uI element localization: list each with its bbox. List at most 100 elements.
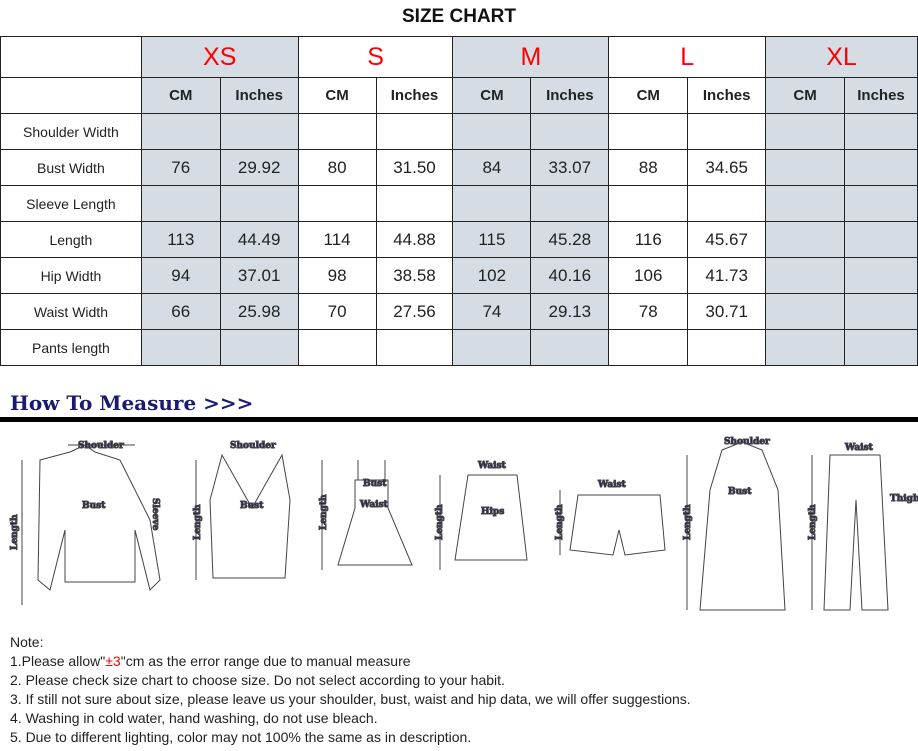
value-cell: 74: [452, 293, 532, 330]
hips-label: Hips: [481, 507, 504, 517]
value-cell: 116: [608, 221, 689, 258]
value-cell: [765, 329, 845, 366]
note-3: 3. If still not sure about size, please …: [10, 691, 691, 707]
dress-illustration: [321, 460, 413, 570]
row-label: Shoulder Width: [0, 113, 142, 150]
value-cell: [765, 149, 845, 186]
value-cell: 33.07: [530, 149, 610, 186]
note-2: 2. Please check size chart to choose siz…: [10, 672, 505, 688]
skirt-illustration: [439, 474, 528, 570]
table-row: Bust Width 76 29.92 80 31.50 84 33.07 88 34.65: [0, 149, 918, 186]
value-cell: 98: [297, 257, 377, 294]
value-cell: 29.13: [530, 293, 610, 330]
shoulder-label: Shoulder: [78, 441, 124, 451]
value-cell: 31.50: [375, 149, 454, 186]
waist-label: Waist: [477, 461, 507, 471]
corner-cell: [0, 77, 142, 114]
value-cell: [530, 185, 610, 222]
value-cell: [765, 185, 845, 222]
row-label: Pants length: [0, 329, 142, 366]
value-cell: [375, 113, 454, 150]
length-label: Length: [435, 504, 445, 540]
corner-cell: [0, 36, 142, 78]
row-label: Bust Width: [0, 149, 142, 186]
value-cell: [140, 113, 221, 150]
note-4: 4. Washing in cold water, hand washing, …: [10, 710, 378, 726]
size-header: M: [452, 36, 610, 78]
value-cell: 84: [452, 149, 532, 186]
bust-label: Bust: [363, 479, 387, 489]
value-cell: 30.71: [687, 293, 767, 330]
value-cell: 78: [608, 293, 689, 330]
table-row: Pants length: [0, 329, 918, 366]
value-cell: [530, 329, 610, 366]
notes-heading: Note:: [10, 634, 44, 650]
size-header: XS: [140, 36, 299, 78]
table-row: Length 113 44.49 114 44.88 115 45.28 116 45.67: [0, 221, 918, 258]
length-label: Length: [808, 504, 818, 540]
value-cell: 44.49: [219, 221, 299, 258]
value-cell: [452, 329, 532, 366]
value-cell: 106: [608, 257, 689, 294]
blouse-illustration: [21, 444, 161, 605]
bust-label: Bust: [728, 487, 752, 497]
value-cell: [765, 293, 845, 330]
note-text: 1.Please allow": [10, 653, 106, 669]
value-cell: 94: [140, 257, 221, 294]
value-cell: 25.98: [219, 293, 299, 330]
value-cell: [375, 185, 454, 222]
size-header: L: [608, 36, 767, 78]
value-cell: 66: [140, 293, 221, 330]
table-row: Sleeve Length: [0, 185, 918, 222]
value-cell: 45.67: [687, 221, 767, 258]
value-cell: 115: [452, 221, 532, 258]
coat-illustration: [686, 441, 786, 611]
sleeve-label: Sleeve: [150, 498, 160, 531]
size-header: S: [297, 36, 454, 78]
value-cell: [844, 293, 918, 330]
bust-label: Bust: [82, 501, 106, 511]
value-cell: 88: [608, 149, 689, 186]
unit-inches: Inches: [375, 77, 454, 114]
value-cell: 34.65: [687, 149, 767, 186]
value-cell: [452, 185, 532, 222]
shoulder-label: Shoulder: [230, 441, 276, 451]
value-cell: 80: [297, 149, 377, 186]
value-cell: [375, 329, 454, 366]
value-cell: [219, 329, 299, 366]
value-cell: [530, 113, 610, 150]
value-cell: [844, 149, 918, 186]
tank-top-illustration: [195, 453, 291, 580]
value-cell: [844, 329, 918, 366]
value-cell: [297, 185, 377, 222]
value-cell: 38.58: [375, 257, 454, 294]
waist-label: Waist: [844, 443, 874, 453]
unit-inches: Inches: [219, 77, 299, 114]
value-cell: [297, 113, 377, 150]
value-cell: [687, 329, 767, 366]
note-text: "cm as the error range due to manual mea…: [120, 653, 411, 669]
value-cell: 102: [452, 257, 532, 294]
table-row: Waist Width 66 25.98 70 27.56 74 29.13 78 30.71: [0, 293, 918, 330]
measurement-illustrations: Shoulder Bust Length Sleeve Shoulder Bus…: [10, 437, 918, 611]
value-cell: [140, 185, 221, 222]
length-label: Length: [193, 504, 203, 540]
row-label: Length: [0, 221, 142, 258]
table-row: Hip Width 94 37.01 98 38.58 102 40.16 106 41.73: [0, 257, 918, 294]
length-label: Length: [10, 514, 20, 550]
length-label: Length: [683, 504, 693, 540]
value-cell: 27.56: [375, 293, 454, 330]
row-label: Waist Width: [0, 293, 142, 330]
value-cell: [765, 257, 845, 294]
value-cell: 114: [297, 221, 377, 258]
unit-cm: CM: [765, 77, 845, 114]
value-cell: 37.01: [219, 257, 299, 294]
value-cell: 45.28: [530, 221, 610, 258]
how-to-measure-heading: How To Measure >>>: [10, 391, 254, 415]
value-cell: [297, 329, 377, 366]
tolerance-value: ±3: [105, 653, 121, 669]
value-cell: [219, 185, 299, 222]
shoulder-label: Shoulder: [724, 437, 770, 447]
bust-label: Bust: [240, 501, 264, 511]
value-cell: 44.88: [375, 221, 454, 258]
